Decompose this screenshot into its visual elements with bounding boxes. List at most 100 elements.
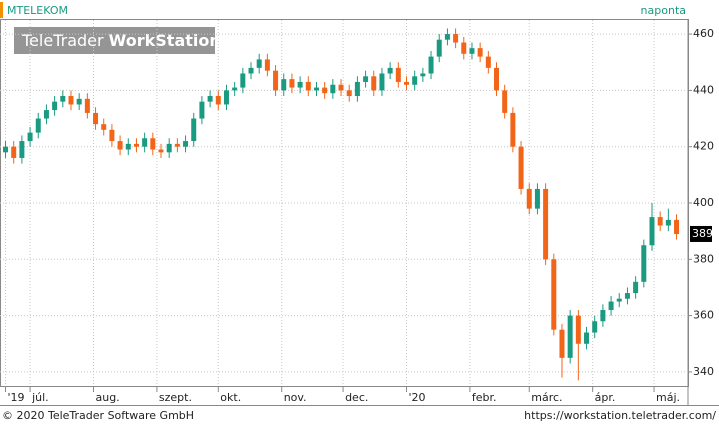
x-tick-label: ápr. — [595, 391, 616, 404]
candle-body — [592, 321, 598, 333]
candle-body — [93, 112, 99, 125]
candle-body — [494, 67, 500, 91]
copyright: © 2020 TeleTrader Software GmbH — [2, 409, 194, 422]
candle-body — [330, 84, 336, 94]
candle-body — [232, 87, 238, 91]
candle-body — [354, 81, 360, 97]
candle-body — [117, 141, 123, 150]
url: https://workstation.teletrader.com/ — [524, 409, 716, 422]
x-tick-label: '19 — [8, 391, 25, 404]
watermark-a: TeleTrader — [21, 31, 104, 50]
candle-body — [199, 101, 205, 119]
candle-body — [379, 73, 385, 91]
candle-body — [158, 149, 164, 153]
candle-body — [133, 143, 139, 147]
candle-body — [551, 259, 557, 330]
candle-body — [657, 217, 663, 226]
candle-body — [412, 76, 418, 85]
candle-body — [453, 34, 459, 43]
candle-body — [43, 110, 49, 119]
candle-body — [600, 309, 606, 322]
x-tick-label: máj. — [656, 391, 680, 404]
candle-body — [477, 48, 483, 57]
y-tick-label: 420 — [693, 140, 714, 153]
last-value-label: 389 — [692, 227, 713, 240]
candle-body — [101, 124, 107, 130]
candle-body — [428, 56, 434, 74]
candle-body — [313, 87, 319, 91]
candle-body — [633, 281, 639, 294]
candle-body — [68, 96, 74, 105]
candle-body — [125, 143, 131, 150]
candle-body — [649, 217, 655, 246]
candle-body — [461, 42, 467, 54]
candle-body — [35, 118, 41, 133]
symbol: MTELEKOM — [7, 4, 68, 17]
candle-body — [174, 143, 180, 147]
candle-body — [575, 315, 581, 344]
candle-body — [608, 301, 614, 310]
candle-body — [502, 90, 508, 113]
candle-body — [584, 332, 590, 344]
candle-body — [142, 138, 148, 147]
x-tick-label: márc. — [531, 391, 562, 404]
x-tick-label: aug. — [95, 391, 119, 404]
candle-body — [420, 73, 426, 77]
interval: naponta — [641, 4, 686, 17]
candle-body — [485, 56, 491, 68]
candle-body — [305, 81, 311, 91]
candle-body — [567, 315, 573, 358]
candle-body — [444, 34, 450, 40]
candle-body — [534, 188, 540, 209]
x-tick-label: szept. — [159, 391, 192, 404]
candle-body — [109, 129, 115, 142]
x-tick-label: júl. — [31, 391, 49, 404]
candle-body — [322, 87, 328, 94]
candle-body — [297, 81, 303, 88]
candle-body — [543, 188, 549, 260]
candle-body — [403, 81, 409, 85]
candle-body — [256, 59, 262, 68]
watermark-box — [14, 27, 215, 54]
candle-body — [84, 98, 90, 113]
candle-body — [150, 138, 156, 150]
candle-body — [76, 98, 82, 105]
symbol-marker — [0, 2, 3, 18]
candle-body — [624, 293, 630, 299]
candle-body — [215, 96, 221, 105]
candle-body — [240, 73, 246, 88]
watermark-b: WorkStation — [109, 31, 221, 50]
x-tick-label: nov. — [284, 391, 307, 404]
candle-body — [191, 118, 197, 142]
x-tick-label: dec. — [345, 391, 368, 404]
candle-body — [19, 141, 25, 158]
candle-body — [223, 90, 229, 105]
candle-body — [183, 141, 189, 147]
candle-body — [363, 76, 369, 82]
candle-body — [273, 70, 279, 91]
candle-body — [387, 67, 393, 74]
candle-body — [346, 90, 352, 97]
candle-body — [469, 48, 475, 54]
candle-body — [166, 143, 172, 153]
candle-body — [436, 39, 442, 57]
candle-body — [207, 96, 213, 102]
last-value-box — [690, 225, 712, 242]
candle-body — [27, 132, 33, 142]
candle-body — [526, 188, 532, 209]
x-tick-label: okt. — [220, 391, 241, 404]
y-tick-label: 400 — [693, 196, 714, 209]
candle-body — [616, 298, 622, 302]
candle-body — [281, 79, 287, 91]
candle-body — [264, 59, 270, 71]
candle-body — [289, 79, 295, 88]
candle-body — [52, 101, 58, 111]
candle-body — [641, 245, 647, 282]
candle-body — [395, 67, 401, 82]
candle-body — [60, 96, 66, 102]
x-tick-label: febr. — [472, 391, 497, 404]
candle-body — [510, 112, 516, 147]
y-tick-label: 340 — [693, 365, 714, 378]
y-tick-label: 440 — [693, 83, 714, 96]
x-tick-label: '20 — [408, 391, 425, 404]
